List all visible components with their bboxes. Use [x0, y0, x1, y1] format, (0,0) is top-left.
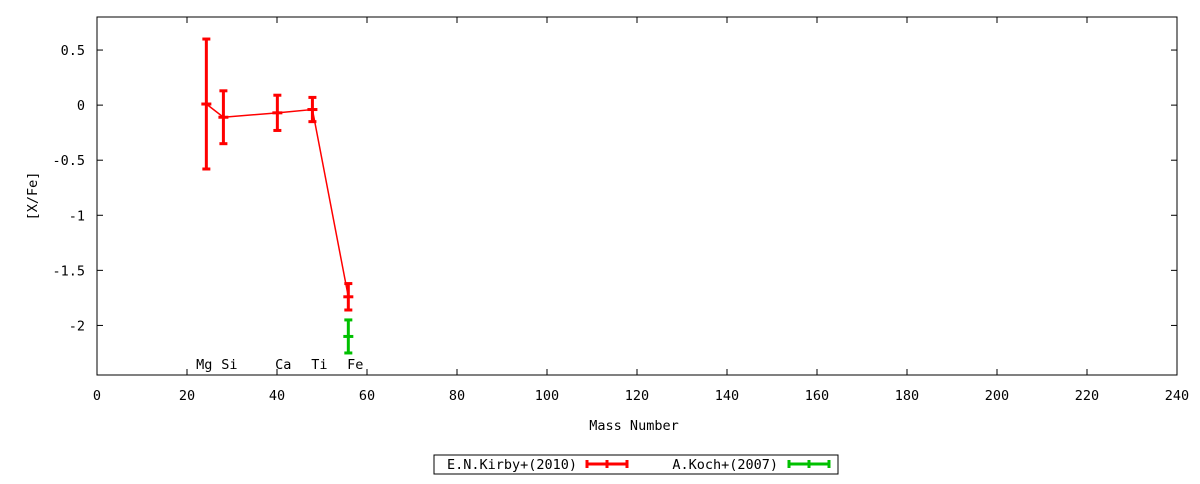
data-point [272, 93, 283, 132]
x-tick-label: 140 [715, 388, 739, 404]
legend-label-1: A.Koch+(2007) [672, 457, 778, 473]
y-axis-label: [X/Fe] [25, 172, 41, 221]
x-tick-label: 160 [805, 388, 829, 404]
x-tick-label: 200 [985, 388, 1009, 404]
y-tick-label: -1 [69, 208, 85, 224]
y-tick-label: -0.5 [52, 153, 85, 169]
x-tick-label: 180 [895, 388, 919, 404]
x-axis: 0 20 40 60 80 100 120 140 160 180 200 220 240 [93, 17, 1189, 404]
x-tick-label: 40 [269, 388, 285, 404]
element-label: Ca [275, 357, 291, 373]
element-label: Mg [196, 357, 212, 373]
legend-label-0: E.N.Kirby+(2010) [447, 457, 577, 473]
legend: E.N.Kirby+(2010) A.Koch+(2007) [433, 454, 839, 475]
element-label: Fe [347, 357, 363, 373]
x-tick-label: 20 [179, 388, 195, 404]
y-tick-label: 0.5 [61, 43, 85, 59]
y-tick-label: -1.5 [52, 263, 85, 279]
series-layer [201, 37, 354, 355]
plot-frame [96, 16, 1178, 376]
y-axis: 0.5 0 -0.5 -1 -1.5 -2 [52, 43, 1177, 334]
x-tick-label: 120 [625, 388, 649, 404]
data-point [343, 318, 354, 355]
x-tick-label: 240 [1165, 388, 1189, 404]
x-tick-label: 80 [449, 388, 465, 404]
data-point [218, 89, 229, 146]
data-point [343, 282, 354, 312]
y-tick-label: 0 [77, 98, 85, 114]
x-tick-label: 100 [535, 388, 559, 404]
legend-symbol-1 [787, 460, 831, 468]
element-label: Si [221, 357, 237, 373]
x-tick-label: 60 [359, 388, 375, 404]
x-axis-label: Mass Number [589, 418, 678, 434]
legend-symbol-0 [585, 460, 629, 468]
legend-box [433, 454, 839, 475]
series-line [205, 103, 350, 297]
x-tick-label: 0 [93, 388, 101, 404]
x-tick-label: 220 [1075, 388, 1099, 404]
element-label: Ti [311, 357, 327, 373]
data-point [307, 95, 318, 124]
y-tick-label: -2 [69, 318, 85, 334]
data-point [201, 37, 212, 171]
element-labels: Mg Si Ca Ti Fe [196, 357, 363, 373]
